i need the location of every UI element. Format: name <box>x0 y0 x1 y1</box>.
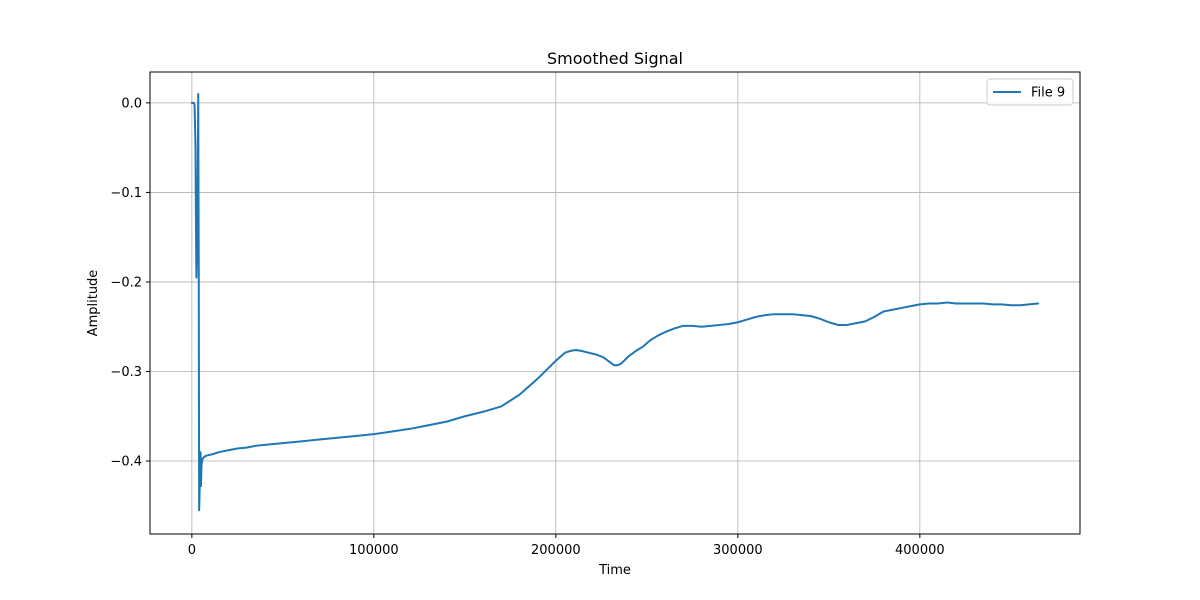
series-line-file-9 <box>190 92 1040 512</box>
y-tick-label: −0.1 <box>110 186 142 201</box>
axes-frame <box>149 71 1081 535</box>
legend-box <box>986 78 1074 106</box>
x-tick-label: 300000 <box>713 543 763 558</box>
y-tick-label: 0.0 <box>121 96 142 111</box>
x-tick-label: 200000 <box>531 543 581 558</box>
y-axis-label: Amplitude <box>86 270 101 337</box>
grid <box>150 72 1080 534</box>
x-axis: 0 100000 200000 300000 400000 <box>188 534 945 558</box>
chart-title: Smoothed Signal <box>547 49 683 68</box>
x-axis-label: Time <box>598 563 631 578</box>
legend: File 9 <box>986 78 1074 106</box>
y-tick-label: −0.3 <box>110 365 142 380</box>
x-tick-label: 0 <box>188 543 196 558</box>
y-tick-label: −0.2 <box>110 275 142 290</box>
x-tick-label: 400000 <box>895 543 945 558</box>
legend-label: File 9 <box>1031 86 1065 101</box>
plot-area <box>190 92 1040 512</box>
x-tick-label: 100000 <box>349 543 399 558</box>
y-tick-label: −0.4 <box>110 455 142 470</box>
y-axis: 0.0 −0.1 −0.2 −0.3 −0.4 <box>110 96 150 470</box>
